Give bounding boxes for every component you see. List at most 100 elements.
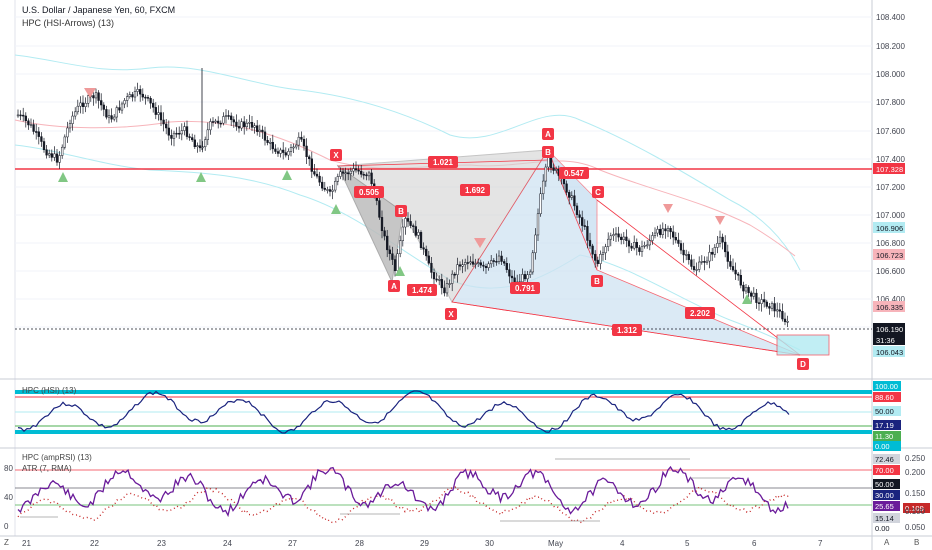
- time-tick: 22: [90, 539, 99, 548]
- atr-panel-title[interactable]: ATR (7, RMA): [22, 464, 72, 473]
- rsi-badge: 0.00: [873, 523, 900, 533]
- pattern-ratio-label: 1.692: [460, 184, 490, 196]
- price-tick: 107.000: [876, 211, 905, 220]
- pattern-ratio-label: 2.202: [685, 307, 715, 319]
- rsi-badge: 0.109: [903, 503, 930, 513]
- indicator-arrows-title[interactable]: HPC (HSI-Arrows) (13): [22, 18, 115, 28]
- rsi-badge: 25.65: [873, 501, 900, 511]
- svg-text:30.00: 30.00: [875, 491, 894, 500]
- price-tick: 108.200: [876, 42, 905, 51]
- price-badge: 106.190: [873, 323, 905, 334]
- svg-text:B: B: [594, 277, 600, 286]
- price-badge: 106.335: [873, 301, 905, 312]
- svg-text:31:36: 31:36: [876, 336, 895, 345]
- price-tick: 107.400: [876, 155, 905, 164]
- svg-text:0.505: 0.505: [359, 188, 380, 197]
- hsi-badge: 11.30: [873, 431, 901, 441]
- hsi-badge: 50.00: [873, 406, 901, 416]
- pattern-ratio-label: 0.547: [559, 167, 589, 179]
- corner-z-button[interactable]: Z: [4, 538, 9, 547]
- rsi-panel-title[interactable]: HPC (ampRSI) (13): [22, 453, 92, 462]
- pattern-point-label: C: [592, 186, 604, 198]
- rsi-badge: 72.46: [873, 454, 900, 464]
- pattern-ratio-label: 1.474: [407, 284, 437, 296]
- svg-text:X: X: [333, 151, 339, 160]
- svg-text:1.474: 1.474: [412, 286, 433, 295]
- pattern-ratio-label: 0.791: [510, 282, 540, 294]
- hsi-panel-title[interactable]: HPC (HSI) (13): [22, 386, 77, 395]
- corner-a-button[interactable]: A: [884, 538, 890, 547]
- svg-text:106.906: 106.906: [876, 224, 903, 233]
- svg-text:0.109: 0.109: [905, 504, 924, 513]
- time-tick: 28: [355, 539, 364, 548]
- svg-text:0.00: 0.00: [875, 524, 890, 533]
- pattern-ratio-label: 1.312: [612, 324, 642, 336]
- svg-text:X: X: [448, 310, 454, 319]
- price-tick: 106.400: [876, 295, 905, 304]
- corner-b-button[interactable]: B: [914, 538, 920, 547]
- svg-text:A: A: [391, 282, 397, 291]
- price-tick: 106.800: [876, 239, 905, 248]
- time-axis[interactable]: 21 22 23 24 27 28 29 30 May 4 5 6 7: [22, 539, 823, 548]
- time-tick: 5: [685, 539, 690, 548]
- svg-text:D: D: [800, 360, 806, 369]
- rsi-left-axis: 80 40 0: [4, 464, 13, 531]
- time-tick: 29: [420, 539, 429, 548]
- hsi-badge: 88.60: [873, 392, 901, 402]
- time-tick: 4: [620, 539, 625, 548]
- svg-text:25.65: 25.65: [875, 502, 894, 511]
- svg-text:88.60: 88.60: [875, 393, 894, 402]
- rsi-right-tick: 0.150: [905, 489, 926, 498]
- svg-text:0.00: 0.00: [875, 442, 890, 451]
- rsi-right-axis: 0.250 0.200 0.150 0.100 0.050: [905, 454, 926, 532]
- price-axis-badges: 107.328 106.906 106.723 106.335 106.190 31:36…: [873, 163, 905, 357]
- hsi-badge: 100.00: [873, 381, 901, 391]
- svg-text:107.328: 107.328: [876, 165, 903, 174]
- rsi-left-tick: 40: [4, 493, 13, 502]
- pattern-point-label: B: [591, 275, 603, 287]
- rsi-left-tick: 0: [4, 522, 9, 531]
- time-tick: 21: [22, 539, 31, 548]
- pattern-ratio-labels: 1.021 0.505 1.692 1.474 0.547 0.791 2.202 1.312: [354, 156, 715, 336]
- svg-text:70.00: 70.00: [875, 466, 894, 475]
- svg-text:17.19: 17.19: [875, 421, 894, 430]
- rsi-right-tick: 0.200: [905, 468, 926, 477]
- svg-text:100.00: 100.00: [875, 382, 898, 391]
- pattern-ratio-label: 1.021: [428, 156, 458, 168]
- svg-text:106.335: 106.335: [876, 303, 903, 312]
- svg-text:72.46: 72.46: [875, 455, 894, 464]
- rsi-badge: 70.00: [873, 465, 900, 475]
- candlesticks: [16, 68, 789, 328]
- price-badge: 106.723: [873, 249, 905, 260]
- hsi-panel: [15, 390, 872, 434]
- pattern-point-label: A: [542, 128, 554, 140]
- svg-text:15.14: 15.14: [875, 514, 894, 523]
- svg-text:106.723: 106.723: [876, 251, 903, 260]
- rsi-right-tick: 0.100: [905, 507, 926, 516]
- pattern-point-label: B: [395, 205, 407, 217]
- price-badge: 106.043: [873, 346, 905, 357]
- price-tick: 107.600: [876, 127, 905, 136]
- svg-text:0.791: 0.791: [515, 284, 536, 293]
- price-tick: 107.200: [876, 183, 905, 192]
- rsi-right-tick: 0.050: [905, 523, 926, 532]
- time-tick: 23: [157, 539, 166, 548]
- svg-text:1.312: 1.312: [617, 326, 638, 335]
- rsi-panel: [15, 458, 872, 524]
- svg-text:B: B: [545, 148, 551, 157]
- rsi-right-tick: 0.250: [905, 454, 926, 463]
- pattern-point-label: X: [445, 308, 457, 320]
- svg-text:C: C: [595, 188, 601, 197]
- price-badge: 106.906: [873, 222, 905, 233]
- pattern-point-label: D: [797, 358, 809, 370]
- svg-text:A: A: [545, 130, 551, 139]
- svg-text:1.021: 1.021: [433, 158, 454, 167]
- rsi-badge: 30.00: [873, 490, 900, 500]
- rsi-badge: 50.00: [873, 479, 900, 489]
- svg-text:50.00: 50.00: [875, 407, 894, 416]
- price-badge: 107.328: [873, 163, 905, 174]
- hsi-badge: 0.00: [873, 441, 901, 451]
- symbol-title[interactable]: U.S. Dollar / Japanese Yen, 60, FXCM: [22, 5, 176, 15]
